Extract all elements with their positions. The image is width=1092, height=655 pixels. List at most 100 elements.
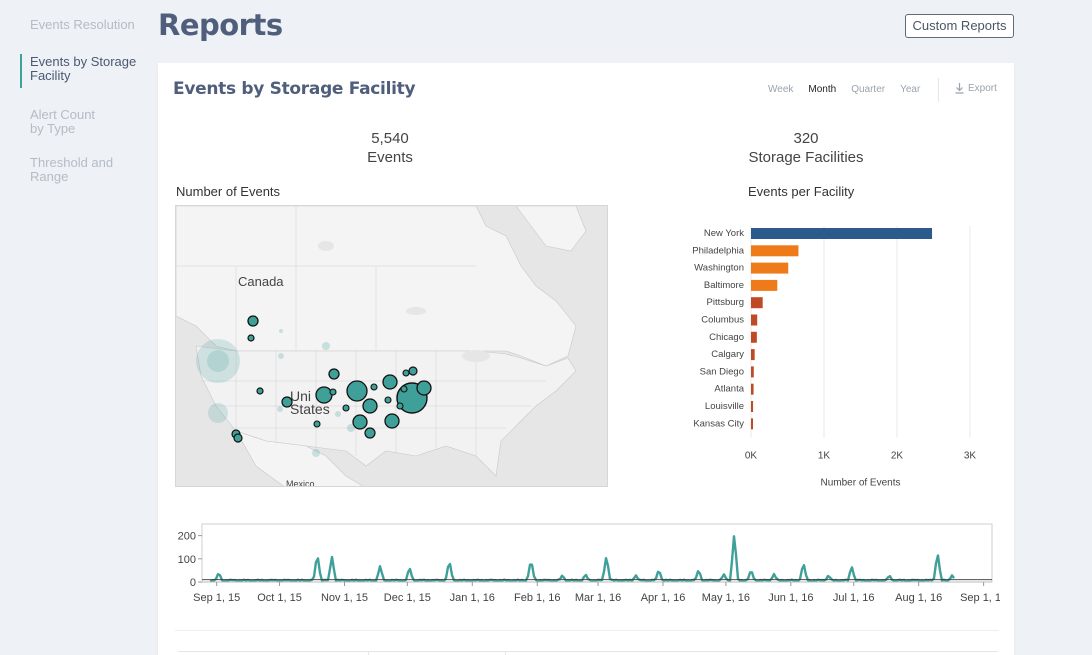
kpi-events-label: Events [367,149,413,166]
tab-week[interactable]: Week [768,84,794,95]
category-label: Kansas City [693,418,744,429]
download-icon [955,83,964,94]
map-title: Number of Events [176,184,281,199]
map-bubble [279,329,283,333]
map-bubble [196,339,240,383]
map-label-states: States [290,401,330,417]
sidebar-item-alert-count-by-type[interactable]: Alert Count by Type [30,107,96,136]
tab-month[interactable]: Month [808,84,837,95]
bar [751,349,755,361]
map-bubble [384,396,392,404]
x-axis-label: Number of Events [820,478,900,488]
map-bubble [256,387,264,395]
map-label-united: Uni [290,388,311,404]
map-bubble [384,413,400,429]
kpi-events: 5,540 Events [340,129,440,167]
bar [751,245,799,257]
category-label: Washington [694,263,744,274]
bar [751,262,789,274]
x-tick-label: 2K [891,451,904,462]
kpi-facilities-value: 320 [793,130,819,147]
x-tick-label: Sep 1, 15 [193,592,240,604]
events-map[interactable]: Canada Uni States Mexico [175,205,608,487]
map-bubble [347,424,355,432]
x-tick-label: Jul 1, 16 [833,592,875,604]
map-bubble [207,350,229,372]
sidebar-item-events-by-storage-facility[interactable]: Events by Storage Facility [20,54,145,88]
x-tick-label: Nov 1, 15 [321,592,368,604]
kpi-facilities: 320 Storage Facilities [728,129,884,167]
divider [938,78,939,102]
category-label: San Diego [700,366,744,377]
map-bubble [370,383,378,391]
bar [751,331,757,343]
x-tick-label: May 1, 16 [702,592,750,604]
sidebar-item-threshold-and-range[interactable]: Threshold and Range [30,155,114,184]
map-bubble [364,427,376,439]
category-label: Atlanta [714,384,744,395]
map-bubble [233,433,243,443]
y-tick-label: 0 [190,577,196,589]
data-table [178,651,998,655]
bar [751,418,753,430]
map-bubble [208,403,228,423]
category-label: Pittsburg [707,297,745,308]
x-tick-label: Apr 1, 16 [641,592,686,604]
page-title: Reports [158,8,283,42]
map-bubble [408,366,418,376]
map-bubble [247,315,259,327]
category-label: Louisville [705,401,744,412]
map-bubble [322,342,330,350]
bar [751,314,758,326]
map-bubble [278,353,284,359]
y-tick-label: 200 [178,531,196,543]
series-line [209,535,955,583]
map-bubble [416,380,432,396]
category-label: Chicago [709,332,744,343]
category-label: Columbus [701,315,744,326]
sidebar: Events Resolution Events by Storage Faci… [20,18,145,184]
map-label-canada: Canada [238,274,284,289]
kpi-facilities-label: Storage Facilities [748,149,864,166]
bar-chart-title: Events per Facility [748,184,855,199]
report-card: Events by Storage Facility Week Month Qu… [158,63,1014,655]
tab-quarter[interactable]: Quarter [851,84,886,95]
map-label-mexico: Mexico [286,479,315,487]
map-bubble [396,402,404,410]
map-bubble [400,385,408,393]
map-bubble [352,414,368,430]
sidebar-item-events-resolution[interactable]: Events Resolution [30,17,135,32]
bar [751,228,933,239]
great-lakes [462,350,490,362]
events-per-facility-chart: 0K 1K 2K 3K New York Philadelphia Washington Ba… [692,226,976,488]
map-bubble [277,406,283,412]
category-label: Calgary [711,349,744,360]
map-bubble [315,386,333,404]
x-tick-label: Feb 1, 16 [514,592,560,604]
map-bubble [402,369,410,377]
x-tick-label: Dec 1, 15 [384,592,431,604]
map-bubble [342,404,350,412]
land-mexico [235,430,364,486]
x-tick-label: Aug 1, 16 [895,592,942,604]
x-tick-label: Jan 1, 16 [450,592,495,604]
export-button[interactable]: Export [955,83,997,94]
map-bubble [346,380,368,402]
map-bubbles [196,315,432,457]
section-divider [175,630,999,631]
map-bubble [247,334,255,342]
export-label: Export [968,83,997,94]
x-tick-label: 0K [745,451,758,462]
custom-reports-button[interactable]: Custom Reports [905,14,1014,38]
map-bubble [362,398,378,414]
x-tick-label: Oct 1, 15 [257,592,302,604]
x-tick-label: Mar 1, 16 [575,592,621,604]
map-bubble [328,368,340,380]
map-bubble [382,374,398,390]
map-bubble [335,411,341,417]
x-tick-label: Jun 1, 16 [768,592,813,604]
land-greenland [515,206,587,252]
kpi-events-value: 5,540 [371,130,409,147]
card-title: Events by Storage Facility [173,79,416,99]
tab-year[interactable]: Year [900,84,921,95]
